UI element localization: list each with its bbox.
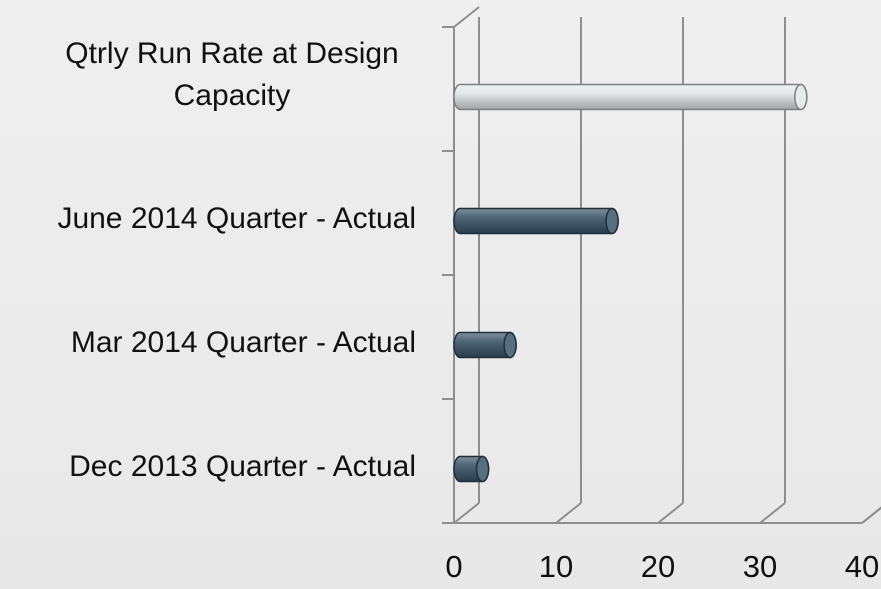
y-axis-top-edge: [453, 6, 480, 28]
category-label: Dec 2013 Quarter - Actual: [69, 450, 416, 483]
x-tick-label: 20: [641, 549, 675, 584]
x-tick-label: 30: [743, 549, 777, 584]
floor-gridline-0: [453, 502, 480, 524]
bar-cap-0: [794, 83, 808, 111]
bar-cap-2: [503, 331, 517, 359]
bar-cap-1: [605, 207, 619, 235]
floor-gridline-30: [759, 502, 786, 524]
x-axis-right-edge: [861, 506, 881, 524]
category-label: June 2014 Quarter - Actual: [57, 202, 416, 235]
x-tick-label: 0: [445, 549, 462, 584]
category-label: Capacity: [174, 79, 291, 112]
bar-1: [453, 207, 619, 235]
x-tick-label: 40: [845, 549, 879, 584]
category-label: Qtrly Run Rate at Design: [65, 37, 398, 70]
bar-cap-3: [475, 455, 490, 483]
floor-gridline-20: [657, 502, 684, 524]
floor-gridline-10: [555, 502, 582, 524]
bar-0: [453, 83, 808, 111]
x-tick-label: 10: [539, 549, 573, 584]
category-label: Mar 2014 Quarter - Actual: [71, 326, 416, 359]
